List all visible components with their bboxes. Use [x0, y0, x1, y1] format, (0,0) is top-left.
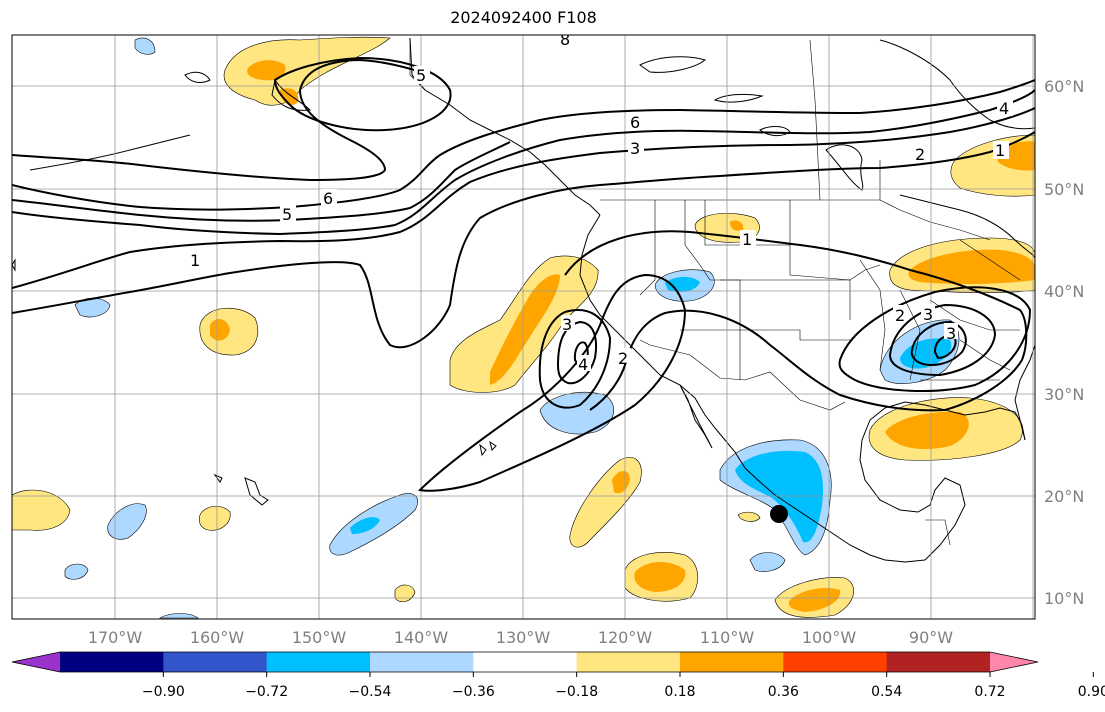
contour-label: 8	[560, 30, 570, 49]
contour-lines	[12, 56, 1035, 492]
latitude-labels: 60°N 50°N 40°N 30°N 20°N 10°N	[1044, 77, 1084, 608]
colorbar-segment	[473, 652, 578, 672]
lon-label: 100°W	[802, 628, 857, 647]
lon-label: 130°W	[496, 628, 551, 647]
colorbar-segment	[163, 652, 268, 672]
contour-label: 1	[995, 141, 1005, 160]
contour-label: 3	[630, 139, 640, 158]
lon-label: 160°W	[190, 628, 245, 647]
contour-label: 1	[742, 230, 752, 249]
contour-label: 6	[323, 189, 333, 208]
lon-label: 90°W	[909, 628, 953, 647]
contour-label: 2	[618, 349, 628, 368]
map-title: 2024092400 F108	[450, 8, 597, 27]
colorbar-tick-label: −0.54	[349, 684, 392, 700]
contour-labels: 6 5 6 3 2 4 1 5 8 1 1 3 4 2	[188, 30, 1013, 374]
lon-label: 150°W	[292, 628, 347, 647]
location-marker	[770, 505, 788, 523]
colorbar-tick-label: 0.54	[871, 684, 902, 700]
contour-label: 4	[578, 355, 588, 374]
contour-label: 3	[923, 305, 933, 324]
colorbar-segment	[266, 652, 371, 672]
contour-label: 2	[915, 145, 925, 164]
colorbar-extend-low	[12, 652, 60, 672]
colorbar-segment	[60, 652, 164, 672]
colorbar-tick-label: 0.90	[1078, 684, 1105, 700]
lon-label: 120°W	[598, 628, 653, 647]
political-borders	[409, 38, 1021, 546]
lat-label: 20°N	[1044, 487, 1084, 506]
colorbar-tick-label: −0.90	[142, 684, 185, 700]
lat-label: 60°N	[1044, 77, 1084, 96]
colorbar-segment	[783, 652, 888, 672]
colorbar-tick-label: 0.18	[664, 684, 695, 700]
contour-label: 3	[562, 315, 572, 334]
colorbar-segment	[680, 652, 784, 672]
contour-label: 3	[946, 324, 956, 343]
lon-label: 110°W	[700, 628, 755, 647]
lon-label: 170°W	[88, 628, 143, 647]
colorbar-segment	[370, 652, 474, 672]
colorbar-extend-high	[990, 652, 1038, 672]
lat-label: 10°N	[1044, 589, 1084, 608]
colorbar: −0.90 −0.72 −0.54 −0.36 −0.18 0.18 0.36 0.54 0.7…	[11, 651, 1105, 700]
map-frame	[11, 34, 1036, 620]
contour-label: 5	[416, 66, 426, 85]
contour-label: 5	[282, 205, 292, 224]
longitude-labels: 170°W 160°W 150°W 140°W 130°W 120°W 110°…	[88, 628, 953, 647]
colorbar-tick-label: −0.18	[555, 684, 598, 700]
colorbar-tick-label: 0.36	[768, 684, 799, 700]
lat-label: 30°N	[1044, 385, 1084, 404]
colorbar-tick-label: −0.36	[452, 684, 495, 700]
colorbar-segment	[886, 652, 991, 672]
colorbar-outline	[11, 651, 1039, 673]
lat-label: 50°N	[1044, 180, 1084, 199]
contour-label: 4	[999, 99, 1009, 118]
colorbar-tick-label: −0.72	[245, 684, 288, 700]
negative-anomaly-shading	[64, 37, 960, 619]
colorbar-tick-label: 0.72	[974, 684, 1005, 700]
lon-label: 140°W	[394, 628, 449, 647]
positive-anomaly-shading	[12, 36, 1035, 618]
contour-label: 2	[895, 306, 905, 325]
colorbar-segment	[576, 652, 681, 672]
lat-label: 40°N	[1044, 282, 1084, 301]
contour-label: 1	[190, 251, 200, 270]
contour-label: 6	[630, 113, 640, 132]
